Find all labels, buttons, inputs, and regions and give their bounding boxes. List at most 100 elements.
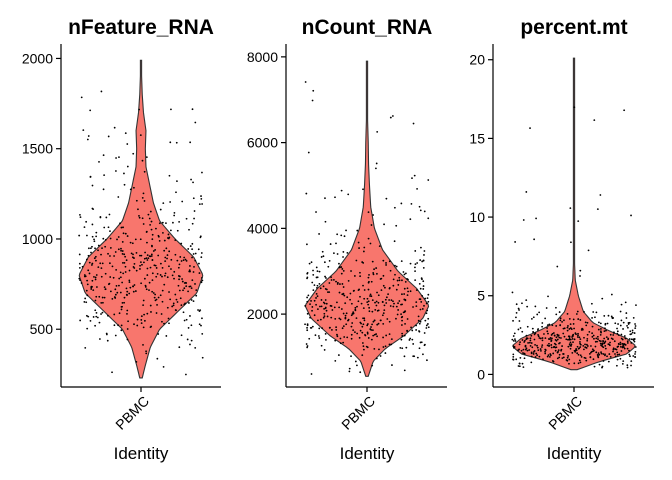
data-point xyxy=(143,257,146,260)
data-point xyxy=(606,322,609,325)
data-point xyxy=(401,279,403,282)
data-point xyxy=(94,247,96,250)
data-point xyxy=(548,342,550,345)
data-point xyxy=(181,280,184,283)
data-point xyxy=(614,355,617,358)
data-point xyxy=(536,346,539,349)
data-point xyxy=(563,327,566,330)
data-point xyxy=(544,350,546,353)
data-point xyxy=(566,356,569,359)
data-point xyxy=(395,265,398,268)
data-point xyxy=(317,319,319,322)
data-point xyxy=(533,338,536,341)
data-point xyxy=(111,265,114,268)
data-point xyxy=(132,266,135,268)
data-point xyxy=(120,247,122,250)
data-point xyxy=(583,336,585,339)
data-point xyxy=(321,327,324,330)
data-point xyxy=(585,359,588,362)
data-point xyxy=(547,332,549,335)
data-point xyxy=(570,241,572,244)
data-point xyxy=(193,217,195,220)
data-point xyxy=(579,343,582,346)
data-point xyxy=(123,296,126,299)
y-tick-label: 2000 xyxy=(22,50,53,66)
data-point xyxy=(575,347,578,350)
data-point xyxy=(620,319,623,322)
data-point xyxy=(169,201,172,203)
data-point xyxy=(325,302,328,305)
x-axis-title: Identity xyxy=(340,444,395,463)
data-point xyxy=(513,332,516,335)
data-point xyxy=(162,365,165,368)
data-point xyxy=(363,319,366,322)
data-point xyxy=(563,319,565,322)
data-point xyxy=(359,295,361,298)
data-point xyxy=(568,358,571,361)
data-point xyxy=(603,315,606,317)
data-point xyxy=(427,293,430,296)
data-point xyxy=(190,287,193,290)
data-point xyxy=(151,279,154,282)
data-point xyxy=(342,286,345,288)
data-point xyxy=(609,341,611,344)
data-point xyxy=(607,314,610,317)
data-point xyxy=(173,277,175,280)
data-point xyxy=(514,241,517,243)
data-point xyxy=(390,343,393,346)
data-point xyxy=(193,265,195,268)
data-point xyxy=(330,279,333,281)
data-point xyxy=(541,344,544,347)
data-point xyxy=(411,338,414,341)
data-point xyxy=(120,324,123,327)
data-point xyxy=(325,277,327,279)
data-point xyxy=(383,304,386,307)
data-point xyxy=(530,361,533,364)
panel-nfeature-rna: nFeature_RNA 500 1000 1500 2000 PBMC Identi… xyxy=(22,16,221,463)
data-point xyxy=(541,325,544,328)
data-point xyxy=(167,317,170,320)
data-point xyxy=(609,355,612,358)
data-point xyxy=(120,249,122,252)
data-point xyxy=(608,344,611,347)
data-point xyxy=(115,157,117,159)
data-point xyxy=(336,253,339,255)
data-point xyxy=(635,304,637,307)
data-point xyxy=(559,319,562,322)
data-point xyxy=(614,353,616,355)
data-point xyxy=(533,238,536,241)
data-point xyxy=(384,352,387,354)
data-point xyxy=(160,313,163,315)
data-point xyxy=(190,178,192,181)
data-point xyxy=(117,248,120,251)
data-point xyxy=(616,330,619,333)
data-point xyxy=(515,303,518,306)
data-point xyxy=(427,300,430,303)
data-point xyxy=(536,354,539,357)
data-point xyxy=(599,342,602,345)
data-point xyxy=(370,280,373,283)
data-point xyxy=(197,248,200,251)
data-point xyxy=(593,365,596,368)
data-point xyxy=(323,349,326,351)
data-point xyxy=(414,270,416,273)
data-point xyxy=(400,260,403,263)
data-point xyxy=(519,356,522,359)
data-point xyxy=(138,108,141,111)
data-point xyxy=(607,337,610,340)
data-point xyxy=(579,341,581,343)
data-point xyxy=(419,209,422,212)
data-point xyxy=(541,322,544,324)
data-point xyxy=(411,329,414,332)
data-point xyxy=(414,279,417,281)
data-point xyxy=(190,324,193,327)
data-point xyxy=(587,249,590,252)
data-point xyxy=(385,302,388,304)
data-point xyxy=(379,278,382,280)
data-point xyxy=(311,309,313,312)
data-point xyxy=(306,300,309,303)
data-point xyxy=(154,293,157,296)
data-point xyxy=(139,264,141,267)
data-point xyxy=(559,324,562,326)
data-point xyxy=(511,338,514,341)
